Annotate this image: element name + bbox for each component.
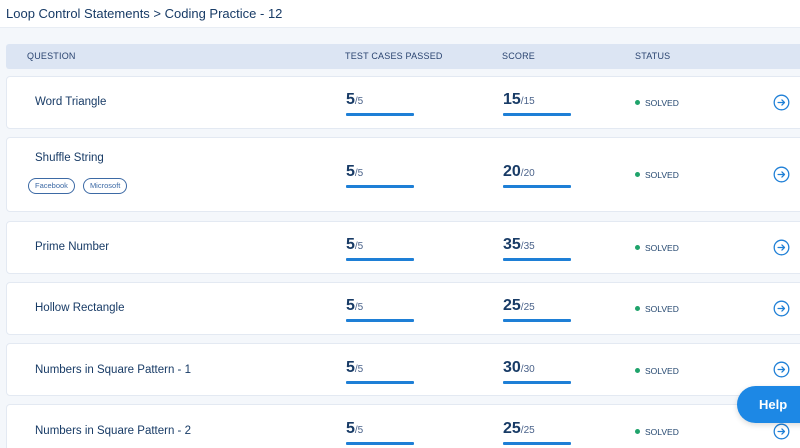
test-cases-total: /5 xyxy=(354,241,364,252)
breadcrumb[interactable]: Loop Control Statements > Coding Practic… xyxy=(6,6,283,21)
test-cases-progress-bar xyxy=(346,442,414,445)
arrow-right-circle-icon[interactable] xyxy=(773,166,790,183)
test-cases-value: 5/5 xyxy=(346,297,363,315)
status-dot-icon xyxy=(635,306,640,311)
question-row[interactable]: Numbers in Square Pattern - 1 5/5 30/30 … xyxy=(6,343,800,396)
status-badge: SOLVED xyxy=(635,366,679,376)
score-progress-bar xyxy=(503,442,571,445)
column-header-score: SCORE xyxy=(502,51,536,61)
test-cases-passed: 5 xyxy=(346,420,355,437)
score-earned: 20 xyxy=(503,163,521,180)
score-total: /15 xyxy=(520,96,535,107)
score-value: 35/35 xyxy=(503,236,535,254)
company-tag[interactable]: Facebook xyxy=(28,178,75,194)
test-cases-value: 5/5 xyxy=(346,359,363,377)
test-cases-passed: 5 xyxy=(346,163,355,180)
question-row[interactable]: Prime Number 5/5 35/35 SOLVED xyxy=(6,221,800,274)
test-cases-value: 5/5 xyxy=(346,91,363,109)
question-title[interactable]: Numbers in Square Pattern - 1 xyxy=(35,364,191,376)
test-cases-total: /5 xyxy=(354,96,364,107)
score-earned: 25 xyxy=(503,297,521,314)
score-earned: 30 xyxy=(503,359,521,376)
test-cases-total: /5 xyxy=(354,364,364,375)
score-value: 25/25 xyxy=(503,297,535,315)
score-progress-bar xyxy=(503,319,571,322)
score-value: 15/15 xyxy=(503,91,535,109)
question-title[interactable]: Numbers in Square Pattern - 2 xyxy=(35,425,191,437)
test-cases-passed: 5 xyxy=(346,359,355,376)
arrow-right-circle-icon[interactable] xyxy=(773,423,790,440)
status-badge: SOLVED xyxy=(635,98,679,108)
test-cases-value: 5/5 xyxy=(346,420,363,438)
question-title[interactable]: Shuffle String xyxy=(35,152,104,164)
status-dot-icon xyxy=(635,172,640,177)
test-cases-total: /5 xyxy=(354,168,364,179)
question-row[interactable]: Numbers in Square Pattern - 2 5/5 25/25 … xyxy=(6,404,800,448)
test-cases-value: 5/5 xyxy=(346,163,363,181)
test-cases-total: /5 xyxy=(354,425,364,436)
status-dot-icon xyxy=(635,245,640,250)
status-label: SOLVED xyxy=(645,366,679,376)
arrow-right-circle-icon[interactable] xyxy=(773,94,790,111)
status-label: SOLVED xyxy=(645,304,679,314)
score-total: /25 xyxy=(520,302,535,313)
test-cases-progress-bar xyxy=(346,319,414,322)
status-dot-icon xyxy=(635,429,640,434)
score-value: 20/20 xyxy=(503,163,535,181)
question-row[interactable]: Shuffle String Facebook Microsoft 5/5 20/… xyxy=(6,137,800,212)
score-total: /35 xyxy=(520,241,535,252)
status-badge: SOLVED xyxy=(635,243,679,253)
status-dot-icon xyxy=(635,368,640,373)
status-badge: SOLVED xyxy=(635,427,679,437)
question-row[interactable]: Hollow Rectangle 5/5 25/25 SOLVED xyxy=(6,282,800,335)
question-title[interactable]: Word Triangle xyxy=(35,96,107,108)
score-progress-bar xyxy=(503,258,571,261)
status-badge: SOLVED xyxy=(635,304,679,314)
status-label: SOLVED xyxy=(645,170,679,180)
score-value: 30/30 xyxy=(503,359,535,377)
arrow-right-circle-icon[interactable] xyxy=(773,239,790,256)
test-cases-passed: 5 xyxy=(346,236,355,253)
test-cases-passed: 5 xyxy=(346,91,355,108)
arrow-right-circle-icon[interactable] xyxy=(773,361,790,378)
question-title[interactable]: Prime Number xyxy=(35,241,110,253)
test-cases-progress-bar xyxy=(346,185,414,188)
help-button[interactable]: Help xyxy=(737,386,800,423)
company-tags: Facebook Microsoft xyxy=(28,175,135,194)
status-dot-icon xyxy=(635,100,640,105)
score-value: 25/25 xyxy=(503,420,535,438)
question-title[interactable]: Hollow Rectangle xyxy=(35,302,125,314)
score-earned: 25 xyxy=(503,420,521,437)
test-cases-progress-bar xyxy=(346,113,414,116)
test-cases-passed: 5 xyxy=(346,297,355,314)
score-total: /20 xyxy=(520,168,535,179)
test-cases-progress-bar xyxy=(346,258,414,261)
column-header-question: QUESTION xyxy=(27,51,76,61)
column-header-test-cases: TEST CASES PASSED xyxy=(345,51,443,61)
question-row[interactable]: Word Triangle 5/5 15/15 SOLVED xyxy=(6,76,800,129)
table-header: QUESTION TEST CASES PASSED SCORE STATUS xyxy=(6,44,800,69)
status-label: SOLVED xyxy=(645,243,679,253)
score-earned: 35 xyxy=(503,236,521,253)
score-progress-bar xyxy=(503,113,571,116)
score-earned: 15 xyxy=(503,91,521,108)
arrow-right-circle-icon[interactable] xyxy=(773,300,790,317)
company-tag[interactable]: Microsoft xyxy=(82,178,128,194)
status-label: SOLVED xyxy=(645,98,679,108)
test-cases-total: /5 xyxy=(354,302,364,313)
test-cases-progress-bar xyxy=(346,381,414,384)
score-total: /25 xyxy=(520,425,535,436)
score-total: /30 xyxy=(520,364,535,375)
status-badge: SOLVED xyxy=(635,170,679,180)
test-cases-value: 5/5 xyxy=(346,236,363,254)
score-progress-bar xyxy=(503,381,571,384)
column-header-status: STATUS xyxy=(635,51,671,61)
breadcrumb-bar: Loop Control Statements > Coding Practic… xyxy=(0,0,800,28)
status-label: SOLVED xyxy=(645,427,679,437)
score-progress-bar xyxy=(503,185,571,188)
